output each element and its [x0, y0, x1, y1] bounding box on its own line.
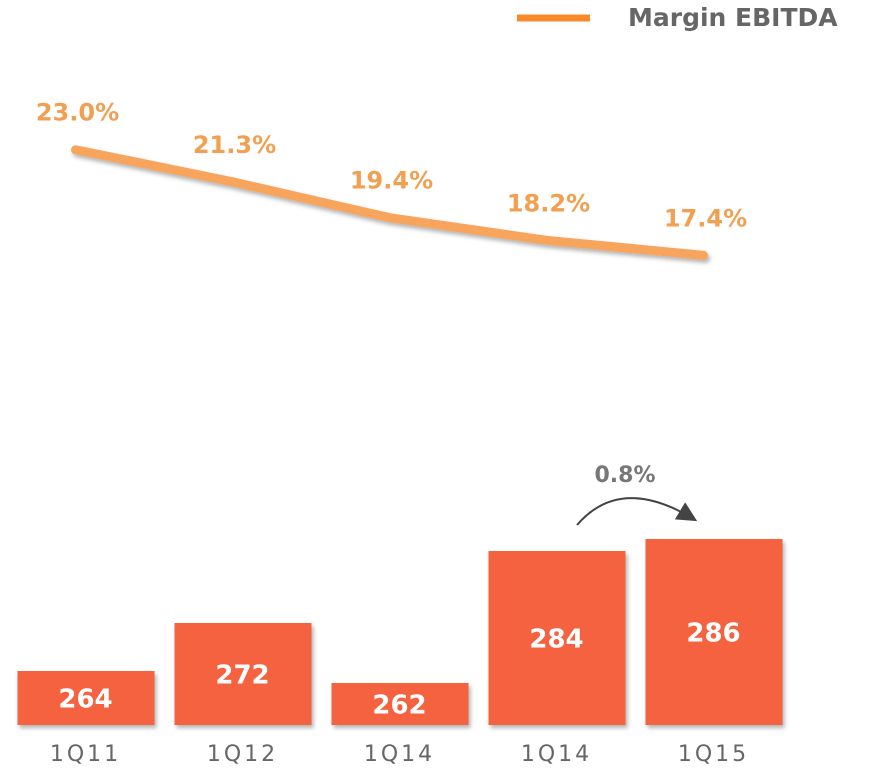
- line-label: 23.0%: [36, 99, 119, 127]
- bar-label: 264: [58, 685, 112, 715]
- bar: [174, 623, 312, 725]
- line-label: 17.4%: [664, 204, 747, 232]
- bar-label: 272: [215, 661, 269, 691]
- annotation-arrow: [576, 497, 698, 526]
- bar: [17, 671, 155, 725]
- legend-label: Margin EBITDA: [628, 3, 838, 32]
- line: [71, 145, 708, 260]
- annotation: 0.8%: [594, 463, 655, 488]
- line-label: 18.2%: [507, 189, 590, 217]
- bar-label: 284: [529, 625, 583, 655]
- x-tick-label: 1Q15: [678, 742, 749, 767]
- legend: Margin EBITDA: [517, 3, 838, 32]
- line-label: 19.4%: [350, 167, 433, 195]
- bar: [488, 551, 626, 725]
- x-tick-label: 1Q14: [521, 742, 592, 767]
- bar: [645, 539, 783, 725]
- bar: [331, 683, 469, 725]
- bar-label: 286: [686, 619, 740, 649]
- x-tick-label: 1Q12: [207, 742, 278, 767]
- line-label: 21.3%: [193, 131, 276, 159]
- x-tick-label: 1Q11: [50, 742, 121, 767]
- x-tick-label: 1Q14: [364, 742, 435, 767]
- bar-label: 262: [372, 691, 426, 721]
